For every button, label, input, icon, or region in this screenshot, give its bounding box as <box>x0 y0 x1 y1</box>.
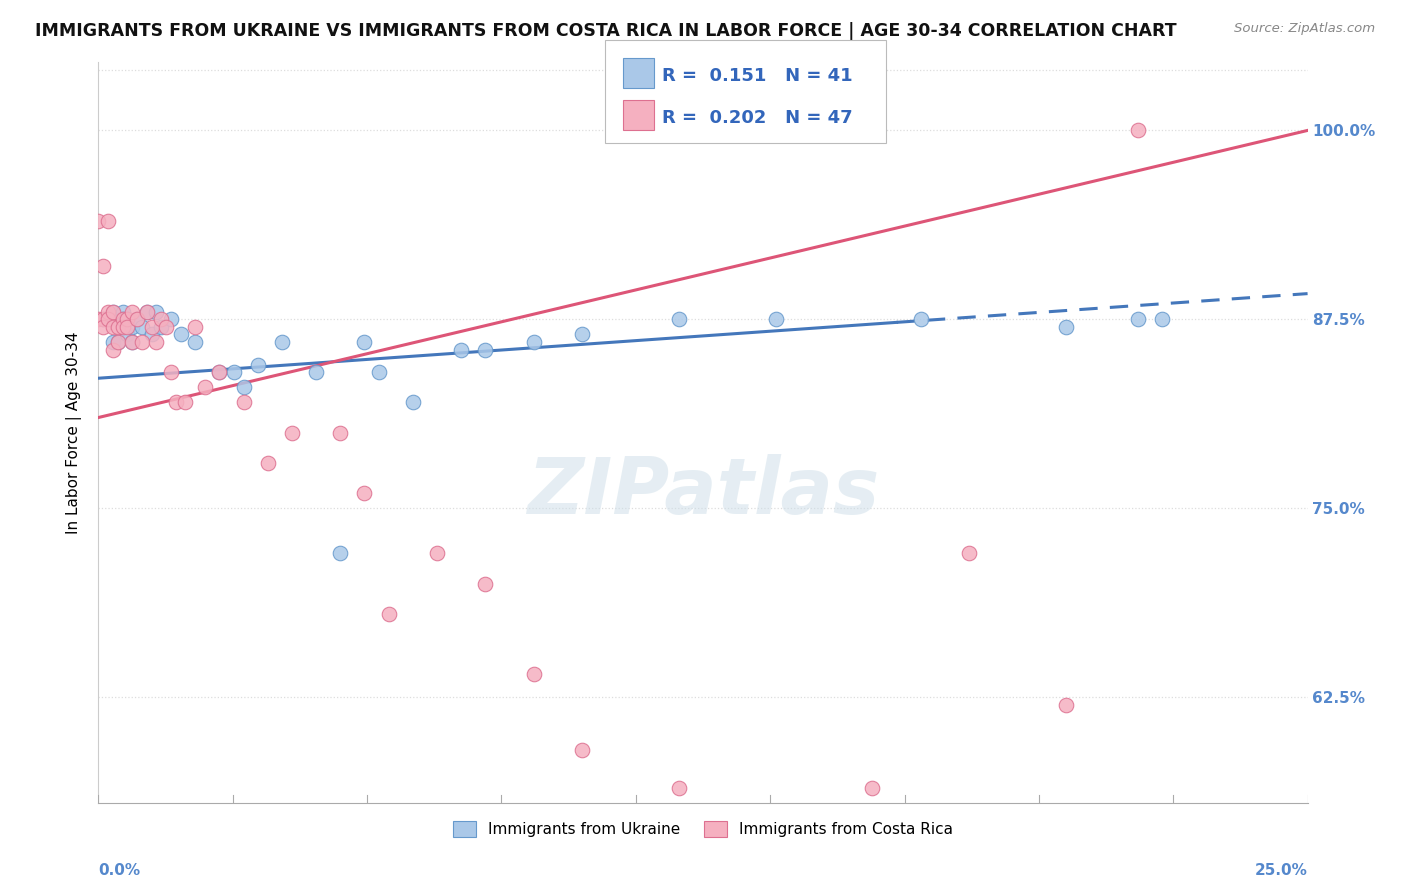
Point <box>121 304 143 318</box>
Point <box>523 667 546 681</box>
Point <box>107 334 129 349</box>
Point <box>222 365 245 379</box>
Point <box>97 312 120 326</box>
Point <box>97 304 120 318</box>
Point <box>184 319 207 334</box>
Point <box>910 312 932 326</box>
Point <box>101 304 124 318</box>
Point <box>131 334 153 349</box>
Point <box>150 319 173 334</box>
Point <box>127 312 149 326</box>
Point <box>87 312 110 326</box>
Point <box>111 312 134 326</box>
Text: Source: ZipAtlas.com: Source: ZipAtlas.com <box>1234 22 1375 36</box>
Point <box>523 334 546 349</box>
Point <box>1152 312 1174 326</box>
Point <box>402 395 425 409</box>
Text: 25.0%: 25.0% <box>1254 863 1308 879</box>
Point <box>571 743 593 757</box>
Point <box>256 456 278 470</box>
Point <box>121 334 143 349</box>
Point <box>91 260 114 274</box>
Point <box>117 319 139 334</box>
Text: R =  0.151   N = 41: R = 0.151 N = 41 <box>662 68 853 86</box>
Point <box>97 312 120 326</box>
Point <box>208 365 231 379</box>
Point <box>135 304 157 318</box>
Point <box>1128 312 1150 326</box>
Text: R =  0.202   N = 47: R = 0.202 N = 47 <box>662 109 853 127</box>
Point <box>232 380 254 394</box>
Point <box>169 327 191 342</box>
Point <box>111 304 134 318</box>
Point <box>353 334 375 349</box>
Point <box>111 312 134 326</box>
Point <box>377 607 399 621</box>
Point <box>111 319 134 334</box>
Point <box>131 319 153 334</box>
Point <box>87 214 110 228</box>
Point <box>165 395 187 409</box>
Point <box>329 547 352 561</box>
Point <box>107 334 129 349</box>
Point <box>281 425 304 440</box>
Point <box>1128 123 1150 137</box>
Point <box>91 319 114 334</box>
Point <box>368 365 391 379</box>
Point <box>160 365 183 379</box>
Point <box>450 343 472 357</box>
Point <box>155 319 177 334</box>
Point <box>150 312 173 326</box>
Point <box>860 780 883 795</box>
Point <box>117 312 139 326</box>
Point <box>91 312 114 326</box>
Point <box>474 343 496 357</box>
Point <box>353 486 375 500</box>
Point <box>765 312 787 326</box>
Point <box>474 576 496 591</box>
Point <box>135 304 157 318</box>
Point <box>1054 698 1077 712</box>
Text: IMMIGRANTS FROM UKRAINE VS IMMIGRANTS FROM COSTA RICA IN LABOR FORCE | AGE 30-34: IMMIGRANTS FROM UKRAINE VS IMMIGRANTS FR… <box>35 22 1177 40</box>
Text: ZIPatlas: ZIPatlas <box>527 454 879 530</box>
Point <box>117 327 139 342</box>
Point <box>232 395 254 409</box>
Point <box>668 312 690 326</box>
Point <box>101 319 124 334</box>
Point <box>1054 319 1077 334</box>
Point <box>141 319 163 334</box>
Text: 0.0%: 0.0% <box>98 863 141 879</box>
Point <box>426 547 449 561</box>
Point <box>121 334 143 349</box>
Point <box>101 334 124 349</box>
Point <box>668 780 690 795</box>
Point <box>117 312 139 326</box>
Point <box>107 319 129 334</box>
Point <box>194 380 217 394</box>
Point <box>174 395 197 409</box>
Legend: Immigrants from Ukraine, Immigrants from Costa Rica: Immigrants from Ukraine, Immigrants from… <box>447 815 959 843</box>
Point <box>101 304 124 318</box>
Point <box>305 365 328 379</box>
Point <box>208 365 231 379</box>
Point <box>97 214 120 228</box>
Point <box>127 312 149 326</box>
Point <box>145 334 167 349</box>
Point <box>329 425 352 440</box>
Point <box>121 319 143 334</box>
Point <box>571 327 593 342</box>
Point <box>91 312 114 326</box>
Point <box>141 327 163 342</box>
Point <box>247 358 270 372</box>
Y-axis label: In Labor Force | Age 30-34: In Labor Force | Age 30-34 <box>66 331 83 534</box>
Point <box>271 334 294 349</box>
Point <box>957 547 980 561</box>
Point <box>160 312 183 326</box>
Point <box>184 334 207 349</box>
Point <box>145 304 167 318</box>
Point <box>101 343 124 357</box>
Point <box>107 312 129 326</box>
